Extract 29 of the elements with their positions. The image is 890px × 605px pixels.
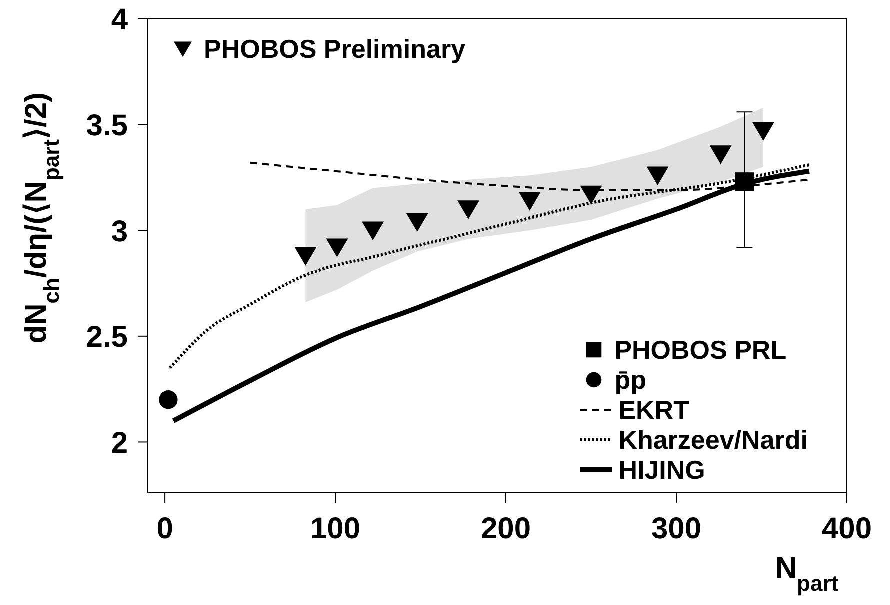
point — [362, 222, 384, 241]
point — [159, 390, 178, 410]
legend-label: PHOBOS PRL — [614, 334, 787, 366]
x-tick-label: 100 — [310, 512, 361, 546]
x-tick-label: 300 — [651, 512, 702, 546]
legend-label: HIJING — [618, 454, 706, 486]
point — [458, 200, 480, 220]
point — [646, 166, 669, 186]
point — [752, 122, 774, 142]
point — [406, 213, 428, 232]
legend-label: PHOBOS Preliminary — [204, 34, 466, 64]
point — [326, 238, 348, 258]
y-tick-label: 3.5 — [86, 109, 128, 142]
legend-label: p̄p — [614, 364, 646, 396]
point — [518, 192, 541, 211]
point — [294, 247, 317, 266]
point — [735, 172, 754, 192]
point — [580, 186, 602, 205]
x-tick-label: 0 — [156, 512, 174, 546]
x-tick-label: 400 — [822, 512, 872, 546]
point — [710, 146, 732, 164]
y-tick-label: 3 — [111, 215, 128, 248]
y-tick-label: 2 — [111, 426, 128, 460]
legend-label: EKRT — [618, 394, 690, 426]
x-axis-title: N$_{part}$ — [775, 552, 840, 596]
y-tick-label: 2.5 — [86, 321, 128, 354]
legend-label: Kharzeev/Nardi — [618, 424, 808, 456]
y-tick-label: 4 — [111, 4, 128, 37]
x-tick-label: 200 — [480, 512, 532, 546]
